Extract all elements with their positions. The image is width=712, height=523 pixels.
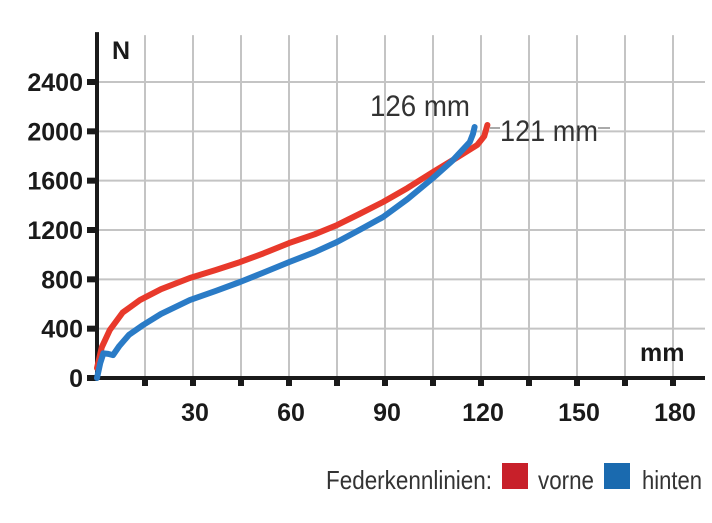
x-tick-mark [670,378,676,386]
y-tick-mark [87,177,97,184]
y-tick-mark [87,128,97,135]
series-layer [94,122,491,381]
legend-title: Federkennlinien: [326,465,492,495]
y-tick-label: 1200 [27,217,83,245]
x-tick-mark [622,378,628,386]
y-tick-label: 400 [41,316,83,344]
y-tick-label: 2400 [27,69,83,97]
y-tick-label: 800 [41,266,83,294]
y-tick-mark [87,276,97,283]
x-tick-mark [526,378,532,386]
x-axis-label: mm [640,339,684,367]
x-tick-mark [142,378,148,386]
legend: Federkennlinien: vorne hinten [326,463,702,495]
series-line-hinten [94,124,478,381]
x-tick-mark [478,378,484,386]
y-tick-mark [87,375,97,381]
legend-label-vorne: vorne [538,465,594,495]
y-tick-mark [87,79,97,85]
tick-labels: 0 400 800 1200 1600 2000 2400 30 60 90 120 150 180 [27,69,695,427]
x-tick-mark [286,378,292,386]
x-tick-label: 90 [373,399,401,427]
x-tick-mark [334,378,340,386]
y-tick-label: 1600 [27,168,83,196]
x-tick-mark [238,378,244,386]
series-line-vorne [94,122,491,372]
legend-swatch-vorne [502,463,528,489]
y-tick-label: 0 [69,365,83,393]
legend-label-hinten: hinten [642,465,702,495]
y-tick-label: 2000 [27,118,83,146]
axes [87,32,705,386]
x-tick-label: 30 [181,399,209,427]
y-tick-mark [87,227,97,233]
x-tick-label: 150 [558,399,600,427]
x-tick-mark [382,378,388,386]
y-tick-mark [87,325,97,332]
x-tick-label: 120 [462,399,504,427]
annotation-121mm: 121 mm [500,115,598,148]
legend-swatch-hinten [604,463,630,489]
x-tick-mark [574,378,580,386]
grid [97,35,705,378]
x-tick-mark [430,378,436,386]
annotation-126mm: 126 mm [370,90,470,123]
x-tick-mark [190,378,196,386]
x-tick-label: 180 [654,399,696,427]
y-axis-label: N [112,37,130,65]
x-tick-label: 60 [277,399,305,427]
